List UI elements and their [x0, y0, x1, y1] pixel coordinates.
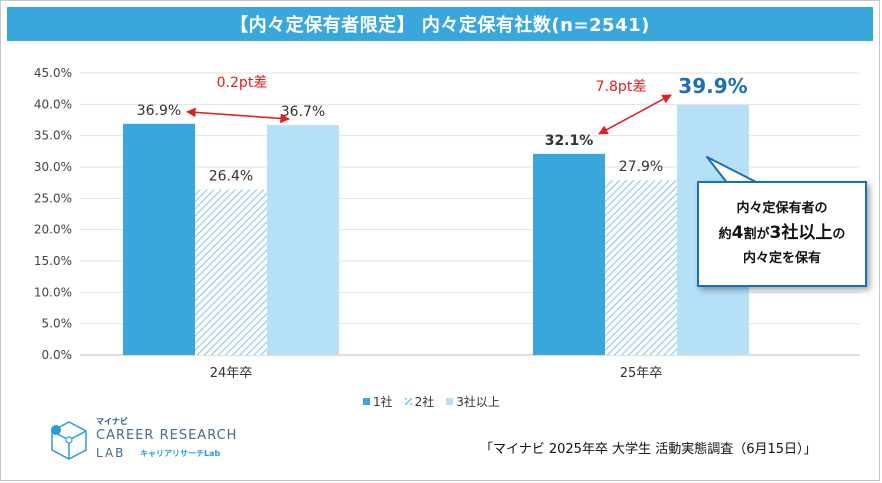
legend-swatch-3: [446, 398, 454, 405]
bar-1-1: [123, 123, 195, 355]
bar-value-label: 39.9%: [678, 74, 747, 98]
x-tick-label: 24年卒: [210, 366, 253, 381]
y-tick-label: 20.0%: [34, 223, 72, 237]
callout-line2-f: の: [832, 227, 846, 242]
bar-2-2: [605, 180, 677, 355]
x-tick-label: 25年卒: [620, 366, 663, 381]
legend-item-2: 2社: [404, 393, 435, 410]
diff-label: 0.2pt差: [217, 75, 268, 91]
y-tick-label: 30.0%: [34, 160, 72, 174]
y-tick-label: 0.0%: [42, 348, 73, 362]
legend-item-3: 3社以上: [446, 393, 500, 410]
logo-cube-icon: [51, 421, 87, 460]
callout-line3: 内々定を保有: [742, 251, 821, 266]
logo-brand: マイナビ: [96, 417, 128, 426]
chart-legend: 1社 2社 3社以上: [363, 393, 500, 410]
callout-line2-b: 4: [731, 223, 744, 243]
bar-value-label: 26.4%: [209, 169, 253, 185]
y-tick-label: 15.0%: [34, 254, 72, 268]
y-tick-label: 25.0%: [34, 191, 72, 205]
legend-label-1: 1社: [373, 395, 393, 409]
bar-1-2: [533, 153, 605, 355]
bar-2-1: [195, 189, 267, 355]
chart-title: 【内々定保有者限定】 内々定保有社数(n=2541): [7, 7, 873, 41]
callout-line2: 約4割が3社以上の: [719, 221, 846, 247]
legend-label-2: 2社: [414, 395, 435, 409]
y-tick-label: 10.0%: [34, 285, 72, 299]
bar-value-label: 36.7%: [281, 104, 325, 120]
callout-line2-d: 3: [769, 223, 782, 243]
source-note: 「マイナビ 2025年卒 大学生 活動実態調査（6月15日）」: [480, 442, 817, 457]
legend-item-1: 1社: [363, 393, 393, 410]
callout-box: 内々定保有者の 約4割が3社以上の 内々定を保有: [697, 181, 867, 287]
bar-3-1: [267, 125, 339, 355]
bar-value-label: 32.1%: [545, 133, 594, 149]
logo: マイナビ CAREER RESEARCH LAB キャリアリサーチLab: [48, 416, 238, 466]
bar-value-label: 36.9%: [137, 103, 181, 119]
callout-line2-e: 社以上: [781, 223, 833, 243]
diff-arrow: [186, 107, 290, 124]
logo-line1: CAREER RESEARCH: [96, 428, 238, 443]
y-tick-label: 45.0%: [34, 66, 72, 80]
y-tick-label: 40.0%: [34, 97, 72, 111]
callout-line2-a: 約: [718, 227, 732, 242]
callout-line2-c: 割が: [743, 227, 770, 242]
y-tick-label: 5.0%: [42, 317, 73, 331]
bar-value-label: 27.9%: [619, 159, 663, 175]
diff-label: 7.8pt差: [596, 79, 647, 95]
legend-swatch-1: [363, 398, 370, 405]
logo-line2: LAB: [96, 446, 126, 460]
legend-swatch-2: [404, 398, 412, 405]
diff-arrow: [598, 94, 672, 135]
y-tick-label: 35.0%: [34, 129, 72, 143]
legend-label-3: 3社以上: [456, 395, 500, 409]
callout-line1: 内々定保有者の: [736, 201, 828, 216]
logo-sub: キャリアリサーチLab: [140, 449, 221, 458]
